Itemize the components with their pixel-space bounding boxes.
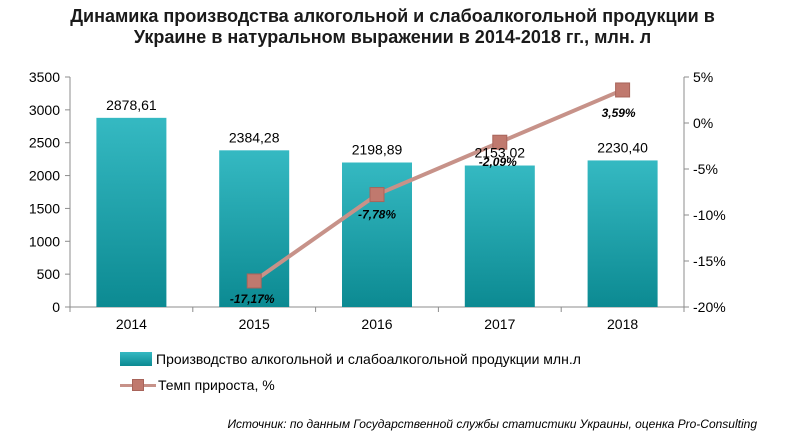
chart-title-line-1: Динамика производства алкогольной и слаб… <box>70 6 715 26</box>
combo-chart: 0 500 1000 1500 2000 2500 3000 3500 -20% -15% -10%… <box>29 69 726 332</box>
growth-marker <box>369 187 385 203</box>
source-note: Источник: по данным Государственной служ… <box>227 417 757 431</box>
x-tick-label: 2018 <box>607 316 638 332</box>
y-left-tick-label: 2500 <box>29 135 60 151</box>
legend-item-production: Производство алкогольной и слабоалкоголь… <box>120 346 581 372</box>
bar-value-label: 2384,28 <box>229 129 280 145</box>
bar-value-label: 2198,89 <box>352 142 403 158</box>
y-right-tick-label: 5% <box>693 69 713 85</box>
bar-value-label: 2878,61 <box>106 97 157 113</box>
legend-item-growth: Темп прироста, % <box>120 372 581 398</box>
bar <box>96 117 167 307</box>
y-right-tick-label: -20% <box>693 299 726 315</box>
y-left-tick-label: 1500 <box>29 200 60 216</box>
y-left-tick-label: 3500 <box>29 69 60 85</box>
chart-title-line-2: Украине в натуральном выражении в 2014-2… <box>133 27 652 47</box>
legend-line-label: Темп прироста, % <box>158 377 275 393</box>
chart-title: Динамика производства алкогольной и слаб… <box>0 6 785 48</box>
y-right-tick-label: -5% <box>693 161 718 177</box>
growth-value-label: 3,59% <box>602 106 636 120</box>
y-left-tick-label: 3000 <box>29 102 60 118</box>
growth-marker <box>492 134 508 150</box>
legend-line-swatch <box>120 378 156 392</box>
growth-value-label: -17,17% <box>230 292 275 306</box>
y-left-tick-label: 0 <box>52 299 60 315</box>
y-right-tick-label: -15% <box>693 253 726 269</box>
y-right-tick-label: -10% <box>693 207 726 223</box>
y-left-tick-label: 1000 <box>29 233 60 249</box>
growth-line <box>253 88 624 283</box>
x-tick-label: 2016 <box>361 316 392 332</box>
x-tick-label: 2014 <box>116 316 147 332</box>
y-left-tick-label: 500 <box>37 266 61 282</box>
legend-bar-swatch <box>120 352 152 366</box>
legend-bar-label: Производство алкогольной и слабоалкоголь… <box>156 351 581 367</box>
y-left-tick-label: 2000 <box>29 168 60 184</box>
legend: Производство алкогольной и слабоалкоголь… <box>120 346 581 398</box>
x-tick-label: 2017 <box>484 316 515 332</box>
bar-value-label: 2153,02 <box>474 145 525 161</box>
bar-value-label: 2230,40 <box>597 139 648 155</box>
growth-value-label: -7,78% <box>358 208 396 222</box>
bar <box>587 160 658 307</box>
bar <box>464 165 535 307</box>
y-right-tick-label: 0% <box>693 115 713 131</box>
x-tick-label: 2015 <box>239 316 270 332</box>
growth-marker <box>615 82 631 98</box>
growth-value-label: -2,09% <box>479 155 517 169</box>
growth-marker <box>246 273 262 289</box>
